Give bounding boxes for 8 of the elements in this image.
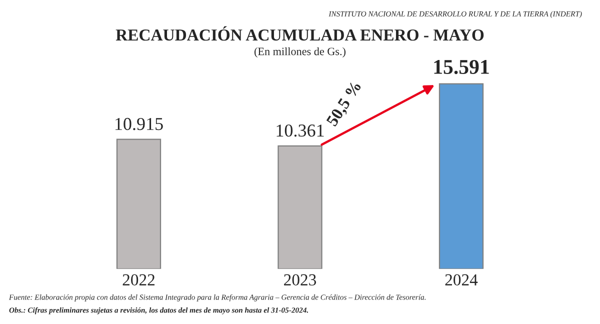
x-tick-label: 2024: [445, 274, 478, 286]
data-label: 10.361: [276, 124, 324, 137]
x-tick-label: 2023: [284, 274, 316, 286]
data-label: 10.915: [116, 118, 163, 130]
chart-title: RECAUDACIÓN ACUMULADA ENERO - MAYO: [116, 26, 484, 41]
x-tick-label: 2022: [122, 274, 154, 286]
data-label: 15.591: [434, 60, 489, 74]
chart-subtitle: (En millones de Gs.): [254, 47, 346, 58]
